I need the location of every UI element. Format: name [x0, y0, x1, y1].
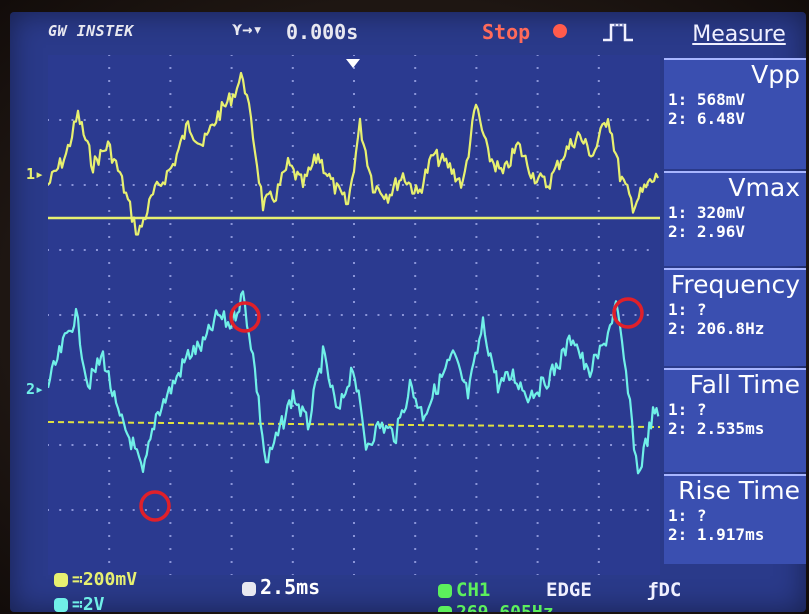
ch1-measure-value: 1: ? — [668, 400, 707, 419]
measure-item-fall-time[interactable]: Fall Time 1: ? 2: 2.535ms — [664, 368, 806, 472]
trigger-position-icon: ⋎→▾ — [232, 20, 263, 40]
ch2-measure-value: 2: 2.535ms — [668, 419, 765, 438]
measure-item-vmax[interactable]: Vmax 1: 320mV 2: 2.96V — [664, 171, 806, 266]
measure-item-frequency[interactable]: Frequency 1: ? 2: 206.8Hz — [664, 268, 806, 366]
ch2-volts-per-div: 2V — [82, 594, 105, 612]
trigger-frequency: 269.605Hz — [456, 602, 554, 612]
measure-item-vpp[interactable]: Vpp 1: 568mV 2: 6.48V — [664, 58, 806, 169]
ch2-measure-value: 2: 206.8Hz — [668, 319, 765, 338]
ch1-waveform — [48, 71, 659, 236]
measure-type-label: Frequency — [670, 270, 800, 299]
frequency-badge-icon — [438, 606, 452, 612]
run-status-label: Stop — [482, 20, 531, 44]
measure-type-label: Fall Time — [689, 370, 800, 399]
oscilloscope-screen: GW INSTEK ⋎→▾ 0.000s Stop Measure Vpp 1: … — [10, 12, 806, 612]
ch1-measure-value: 1: 568mV — [668, 90, 746, 109]
trigger-source-badge-icon — [438, 583, 452, 598]
trigger-type: EDGE — [546, 579, 592, 601]
measure-type-label: Vmax — [728, 173, 800, 202]
trigger-frequency-readout: 269.605Hz — [438, 602, 554, 612]
brand-logo: GW INSTEK — [48, 22, 134, 40]
ch1-measure-value: 1: ? — [668, 300, 707, 319]
coupling-dc-icon: ≕ — [72, 594, 83, 612]
ch2-measure-value: 2: 6.48V — [668, 109, 746, 128]
ch2-trigger-level-line — [48, 421, 660, 428]
annotation-circle-3 — [612, 297, 644, 329]
ch1-measure-value: 1: 320mV — [668, 203, 746, 222]
ch2-ground-marker[interactable]: 2▸ — [26, 380, 45, 398]
waveform-display — [48, 55, 660, 575]
timebase-readout: 2.5ms — [242, 575, 320, 599]
ch2-badge-icon — [54, 598, 68, 612]
horizontal-icon — [242, 581, 256, 596]
ch2-measure-value: 2: 2.96V — [668, 222, 746, 241]
ch2-waveform — [48, 290, 660, 475]
measure-type-label: Rise Time — [678, 476, 800, 505]
trigger-source-readout: CH1 — [438, 579, 490, 601]
measure-item-rise-time[interactable]: Rise Time 1: ? 2: 1.917ms — [664, 474, 806, 564]
ch2-measure-value: 2: 1.917ms — [668, 525, 765, 544]
time-per-div: 2.5ms — [260, 575, 321, 599]
annotation-circle-1 — [229, 301, 261, 333]
trigger-coupling: ƒDC — [647, 579, 682, 601]
trigger-position-marker — [346, 59, 360, 68]
coupling-dc-icon: ≕ — [72, 569, 83, 590]
ch2-scale-readout: ≕2V — [54, 594, 105, 612]
measure-menu-title[interactable]: Measure — [692, 22, 786, 47]
trigger-source: CH1 — [456, 579, 491, 601]
time-offset-readout: 0.000s — [286, 20, 359, 44]
waveform-traces — [48, 71, 660, 522]
ch1-badge-icon — [54, 573, 68, 587]
ch1-measure-value: 1: ? — [668, 506, 707, 525]
ch1-ground-marker[interactable]: 1▸ — [26, 165, 45, 183]
annotation-circle-2 — [139, 490, 171, 522]
rising-edge-pulse-icon — [603, 23, 633, 42]
stop-indicator-icon — [553, 24, 567, 38]
measure-type-label: Vpp — [751, 60, 800, 89]
ch1-volts-per-div: 200mV — [82, 569, 138, 590]
ch1-scale-readout: ≕200mV — [54, 569, 137, 590]
